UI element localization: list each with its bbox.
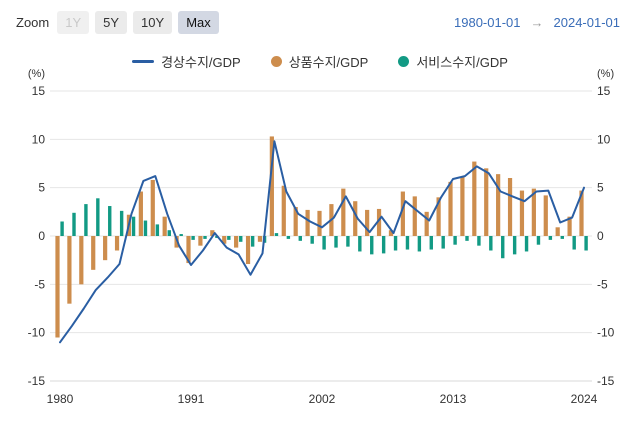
svg-text:-10: -10 (597, 326, 615, 340)
date-to-input[interactable]: 2024-01-01 (553, 14, 621, 30)
svg-text:15: 15 (32, 84, 46, 98)
svg-text:5: 5 (597, 181, 604, 195)
zoom-button-1y[interactable]: 1Y (57, 10, 90, 34)
legend-item-services[interactable]: 서비스수지/GDP (398, 52, 508, 71)
svg-text:(%): (%) (28, 68, 45, 80)
svg-text:2024: 2024 (571, 392, 598, 406)
date-from-input[interactable]: 1980-01-01 (454, 14, 521, 30)
svg-text:10: 10 (597, 132, 611, 146)
svg-text:-15: -15 (597, 374, 615, 388)
svg-text:0: 0 (597, 229, 604, 243)
svg-text:2002: 2002 (309, 392, 336, 406)
arrow-right-icon: → (530, 14, 544, 30)
svg-text:-5: -5 (34, 277, 45, 291)
legend-label-current-account: 경상수지/GDP (161, 55, 241, 70)
legend-item-current-account[interactable]: 경상수지/GDP (132, 52, 241, 71)
goods-series-marker-icon (270, 56, 282, 67)
zoom-button-max[interactable]: Max (178, 10, 219, 34)
svg-text:15: 15 (597, 84, 611, 98)
range-toolbar: Zoom 1Y 5Y 10Y Max 1980-01-01 → 2024-01-… (16, 10, 624, 34)
legend: 경상수지/GDP 상품수지/GDP 서비스수지/GDP (0, 52, 640, 71)
svg-text:1980: 1980 (47, 392, 74, 406)
svg-text:-5: -5 (597, 277, 608, 291)
zoom-label: Zoom (16, 14, 50, 30)
zoom-button-10y[interactable]: 10Y (133, 10, 173, 34)
svg-text:0: 0 (38, 229, 45, 243)
legend-label-goods: 상품수지/GDP (288, 55, 369, 70)
services-series-marker-icon (398, 56, 410, 67)
legend-item-goods[interactable]: 상품수지/GDP (270, 52, 369, 71)
svg-text:(%): (%) (597, 68, 614, 80)
zoom-button-5y[interactable]: 5Y (95, 10, 128, 34)
svg-text:1991: 1991 (178, 392, 205, 406)
svg-text:5: 5 (38, 181, 45, 195)
svg-text:2013: 2013 (440, 392, 467, 406)
svg-text:-15: -15 (28, 374, 46, 388)
svg-text:-10: -10 (28, 326, 46, 340)
line-series-marker-icon (132, 60, 155, 63)
legend-label-services: 서비스수지/GDP (416, 55, 508, 70)
svg-text:10: 10 (32, 132, 46, 146)
